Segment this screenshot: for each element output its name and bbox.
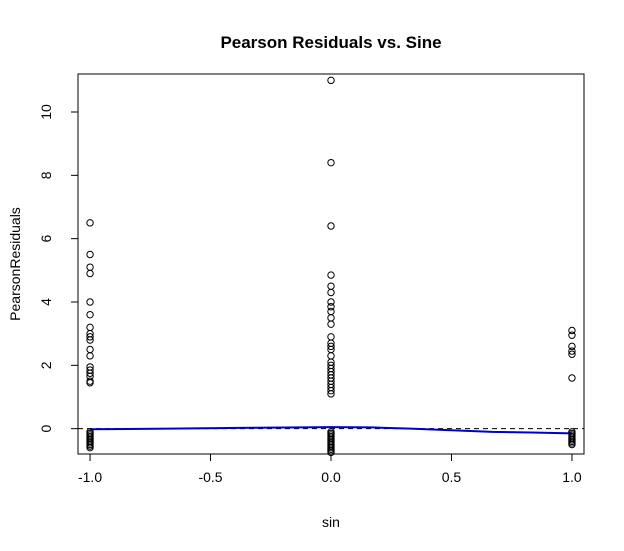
y-tick-label: 4 [38,298,54,306]
y-tick-label: 2 [38,361,54,369]
data-point [86,323,94,332]
data-point [86,298,94,306]
smooth-line-group [90,426,572,435]
x-tick-label: -1.0 [78,469,102,485]
y-tick-label: 0 [38,425,54,433]
data-point [86,336,94,344]
y-axis-label: PearsonResiduals [7,207,23,321]
x-tick-label: 1.0 [562,469,582,485]
data-point [86,443,94,452]
data-point [327,320,335,328]
data-point [327,76,335,85]
data-point [568,342,576,351]
x-tick-label: 0.0 [321,469,341,485]
data-point [327,158,335,167]
data-point [327,352,335,360]
x-tick-label: -0.5 [198,469,222,485]
data-point [568,326,576,335]
data-point [86,345,94,354]
data-point [568,350,576,358]
x-tick-label: 0.5 [442,469,462,485]
y-axis: 0 2 4 6 8 10 [38,104,79,433]
data-point [327,390,335,398]
data-point [86,333,94,341]
y-tick-label: 8 [38,171,54,179]
data-point [327,222,335,230]
points-group [86,76,576,457]
data-point [86,310,94,319]
x-axis: -1.0 -0.5 0.0 0.5 1.0 [78,453,582,485]
data-point [86,379,94,387]
data-point [86,263,94,271]
data-point [86,250,94,259]
data-point [327,448,335,457]
data-point [568,374,576,382]
y-tick-label: 10 [38,104,54,120]
data-point [327,303,335,311]
y-tick-label: 6 [38,235,54,243]
data-point [327,271,335,279]
data-point [568,331,576,339]
data-point [327,314,335,322]
data-point [327,307,335,316]
data-point [568,440,576,449]
data-point [86,219,94,227]
data-point [86,269,94,278]
x-axis-label: sin [322,514,340,530]
data-point [327,298,335,306]
data-point [327,333,335,341]
data-point [327,282,335,290]
data-point [86,369,94,377]
data-point [327,288,335,297]
smooth-line [90,426,572,435]
data-point [86,352,94,360]
chart-title: Pearson Residuals vs. Sine [220,33,441,52]
data-point [568,347,576,355]
data-point [327,342,335,351]
data-point [327,386,335,395]
